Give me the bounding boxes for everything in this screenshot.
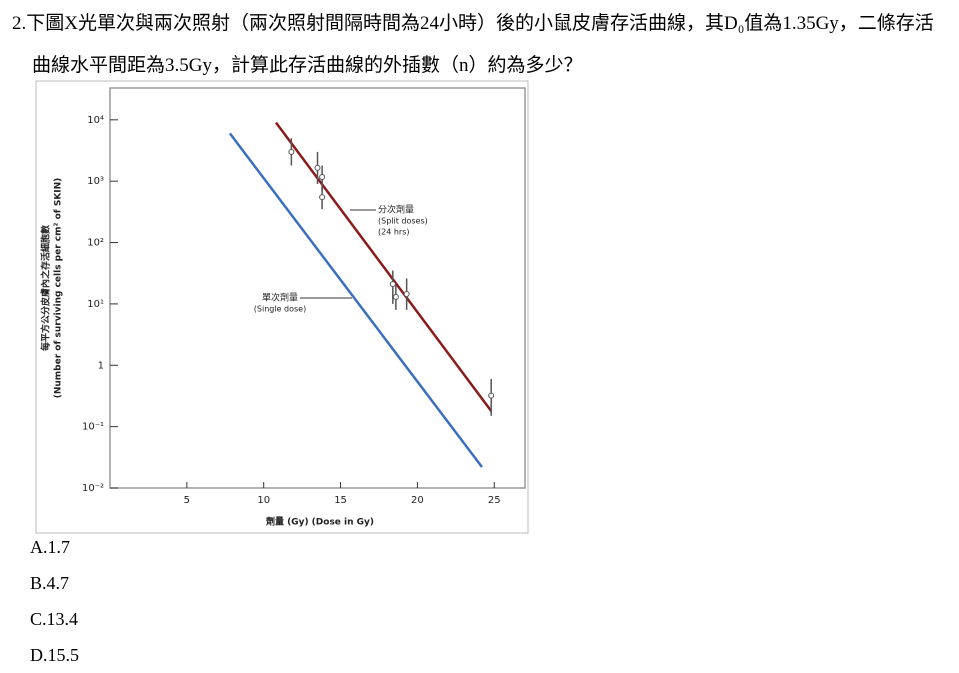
y-tick-label: 10⁴ (87, 115, 104, 126)
x-axis-label: 劑量 (Gy) (Dose in Gy) (265, 516, 374, 528)
option[interactable]: B.4.7 (30, 573, 70, 593)
series-label: 分次劑量 (378, 204, 414, 216)
series-label: (24 hrs) (378, 228, 410, 237)
y-tick-label: 10⁻² (82, 483, 104, 494)
option[interactable]: D.15.5 (30, 645, 79, 665)
y-axis-label: 每平方公分皮膚內之存活細胞數 (40, 224, 52, 351)
x-tick-label: 15 (334, 495, 347, 506)
data-point (314, 164, 321, 171)
data-point (389, 281, 396, 288)
y-tick-label: 10³ (87, 176, 104, 187)
figure-frame (35, 80, 529, 534)
x-tick-label: 10 (257, 495, 270, 506)
data-point (319, 194, 326, 201)
chart: 10⁴ 10³ 10² 10¹ 1 10⁻¹ 10⁻² 5 10 15 20 25 劑量 (Gy) (D… (35, 80, 529, 534)
data-point (392, 293, 399, 300)
y-tick-label: 10¹ (87, 299, 104, 310)
plot-frame (109, 87, 526, 489)
series-label: 單次劑量 (262, 292, 298, 304)
series-label: (Split doses) (378, 217, 428, 226)
data-point (288, 148, 295, 155)
line (228, 132, 483, 468)
question-line: 2.下圖X光單次與兩次照射（兩次照射間隔時間為24小時）後的小鼠皮膚存活曲線，其… (12, 13, 934, 34)
x-tick-label: 20 (411, 495, 424, 506)
y-axis-label: (Number of surviving cells per cm² of SK… (54, 178, 64, 399)
y-tick-label: 10⁻¹ (82, 422, 104, 433)
data-point (319, 173, 326, 180)
line (274, 121, 493, 412)
x-tick-label: 25 (488, 495, 501, 506)
data-point (403, 291, 410, 298)
option[interactable]: A.1.7 (30, 537, 70, 557)
series-label: (Single dose) (254, 305, 306, 314)
y-tick-label: 10² (87, 238, 104, 249)
option[interactable]: C.13.4 (30, 609, 79, 629)
x-tick-label: 5 (184, 495, 190, 506)
y-tick-label: 1 (98, 360, 104, 371)
data-point (488, 392, 495, 399)
question-line: 曲線水平間距為3.5Gy，計算此存活曲線的外插數（n）約為多少？ (32, 55, 583, 76)
